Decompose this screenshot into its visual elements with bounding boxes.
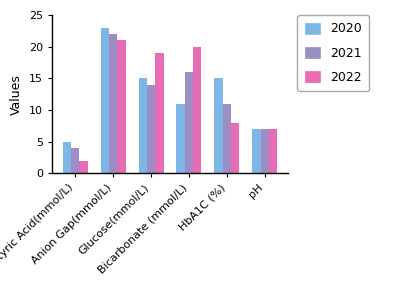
Bar [214,78,223,173]
Bar [155,53,164,173]
Legend: 2020, 2021, 2022: 2020, 2021, 2022 [298,15,369,91]
Bar [147,85,155,173]
Bar [252,129,260,173]
Bar [176,104,185,173]
Bar [193,47,202,173]
Bar [223,104,231,173]
Bar [260,129,269,173]
Bar [269,129,277,173]
Bar [109,34,117,173]
Bar [138,78,147,173]
Bar [71,148,80,173]
Bar [117,40,126,173]
Bar [63,142,71,173]
Bar [185,72,193,173]
Bar [231,123,239,173]
Bar [80,161,88,173]
Y-axis label: Values: Values [10,74,23,115]
Bar [101,28,109,173]
